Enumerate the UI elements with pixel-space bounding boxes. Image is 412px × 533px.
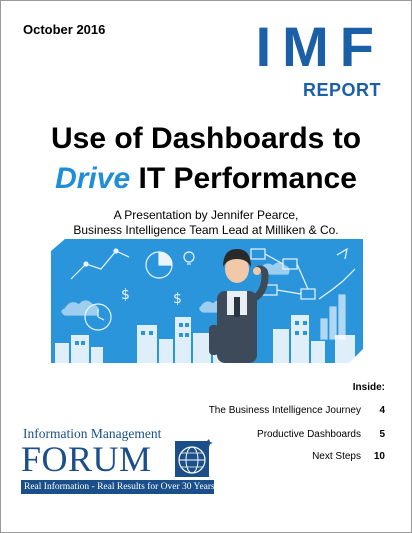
toc-item-page: 5: [379, 429, 385, 440]
toc-item-label: Productive Dashboards: [257, 429, 361, 440]
title-line-1: Use of Dashboards to: [50, 122, 362, 155]
title-emphasis: Drive: [55, 162, 131, 195]
svg-text:$: $: [121, 287, 130, 303]
subtitle-line-2: Business Intelligence Team Lead at Milli…: [73, 223, 339, 237]
globe-icon: [175, 439, 213, 477]
svg-text:$: $: [173, 291, 182, 307]
toc-item: Productive Dashboards 5: [257, 429, 385, 440]
imf-masthead: IMF: [255, 15, 385, 78]
toc-item-label: Next Steps: [312, 451, 361, 462]
logo-org-top: Information Management: [23, 426, 162, 441]
toc-item-page: 4: [379, 405, 385, 416]
inside-label: Inside:: [352, 382, 385, 393]
logo-tagline: Real Information - Real Results for Over…: [21, 480, 214, 494]
title-rest: IT Performance: [138, 162, 357, 195]
toc-item-page: 10: [373, 451, 385, 462]
toc-item: Next Steps 10: [312, 451, 385, 462]
logo-forum-wordmark: FORUM: [21, 439, 152, 479]
subtitle-line-1: A Presentation by Jennifer Pearce,: [113, 208, 299, 222]
toc-item: The Business Intelligence Journey 4: [209, 405, 385, 416]
issue-date: October 2016: [23, 22, 106, 37]
toc-item-label: The Business Intelligence Journey: [208, 405, 361, 416]
title-line-2: Drive IT Performance: [1, 162, 411, 196]
report-label: REPORT: [302, 80, 381, 100]
dashboard-illustration: $ $: [51, 239, 363, 363]
